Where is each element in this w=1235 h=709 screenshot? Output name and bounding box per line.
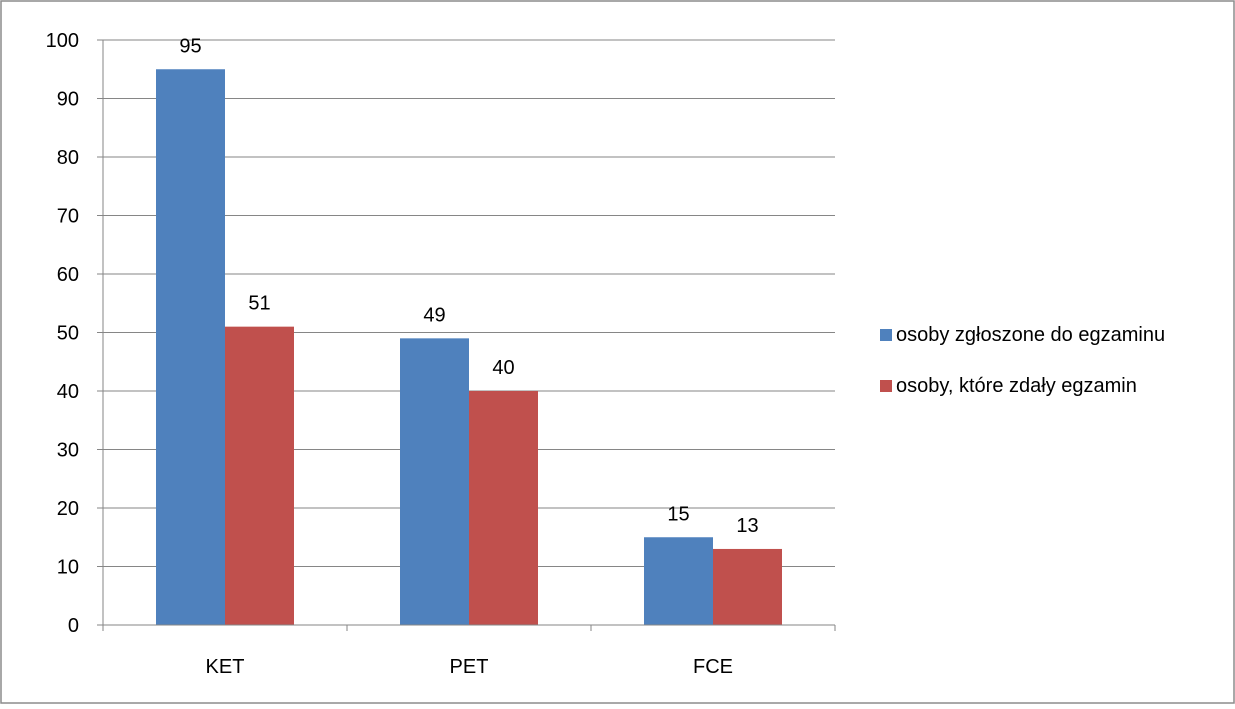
y-tick-label: 100 bbox=[46, 30, 79, 52]
x-tick-label: FCE bbox=[693, 656, 733, 678]
legend-label: osoby, które zdały egzamin bbox=[896, 375, 1137, 397]
data-labels: 95 51 49 40 15 13 bbox=[179, 35, 758, 537]
legend-swatch bbox=[880, 329, 892, 341]
y-tick-label: 90 bbox=[57, 89, 79, 111]
bar-fce-series-2 bbox=[713, 548, 782, 625]
y-tick-label: 30 bbox=[57, 440, 79, 462]
x-tick-label: PET bbox=[450, 656, 489, 678]
y-tick-label: 0 bbox=[68, 615, 79, 637]
bars bbox=[156, 69, 782, 625]
axes: 0 10 20 30 40 50 60 70 80 90 100 KET PET FCE bbox=[46, 30, 836, 678]
y-tick-label: 80 bbox=[57, 147, 79, 169]
y-tick-label: 60 bbox=[57, 264, 79, 286]
data-label: 15 bbox=[667, 503, 689, 525]
data-label: 13 bbox=[736, 515, 758, 537]
bar-ket-series-1 bbox=[156, 69, 225, 625]
y-tick-label: 10 bbox=[57, 557, 79, 579]
data-label: 95 bbox=[179, 35, 201, 57]
data-label: 49 bbox=[423, 304, 445, 326]
bar-pet-series-1 bbox=[400, 338, 469, 625]
y-tick-label: 40 bbox=[57, 381, 79, 403]
legend-label: osoby zgłoszone do egzaminu bbox=[896, 324, 1165, 346]
y-tick-label: 70 bbox=[57, 206, 79, 228]
x-tick-label: KET bbox=[206, 656, 245, 678]
legend-swatch bbox=[880, 380, 892, 392]
y-tick-label: 20 bbox=[57, 498, 79, 520]
legend: osoby zgłoszone do egzaminu osoby, które … bbox=[880, 324, 1165, 397]
bar-fce-series-1 bbox=[644, 537, 713, 625]
y-tick-label: 50 bbox=[57, 323, 79, 345]
bar-ket-series-2 bbox=[225, 326, 294, 625]
bar-pet-series-2 bbox=[469, 391, 538, 625]
data-label: 40 bbox=[492, 357, 514, 379]
data-label: 51 bbox=[248, 293, 270, 315]
